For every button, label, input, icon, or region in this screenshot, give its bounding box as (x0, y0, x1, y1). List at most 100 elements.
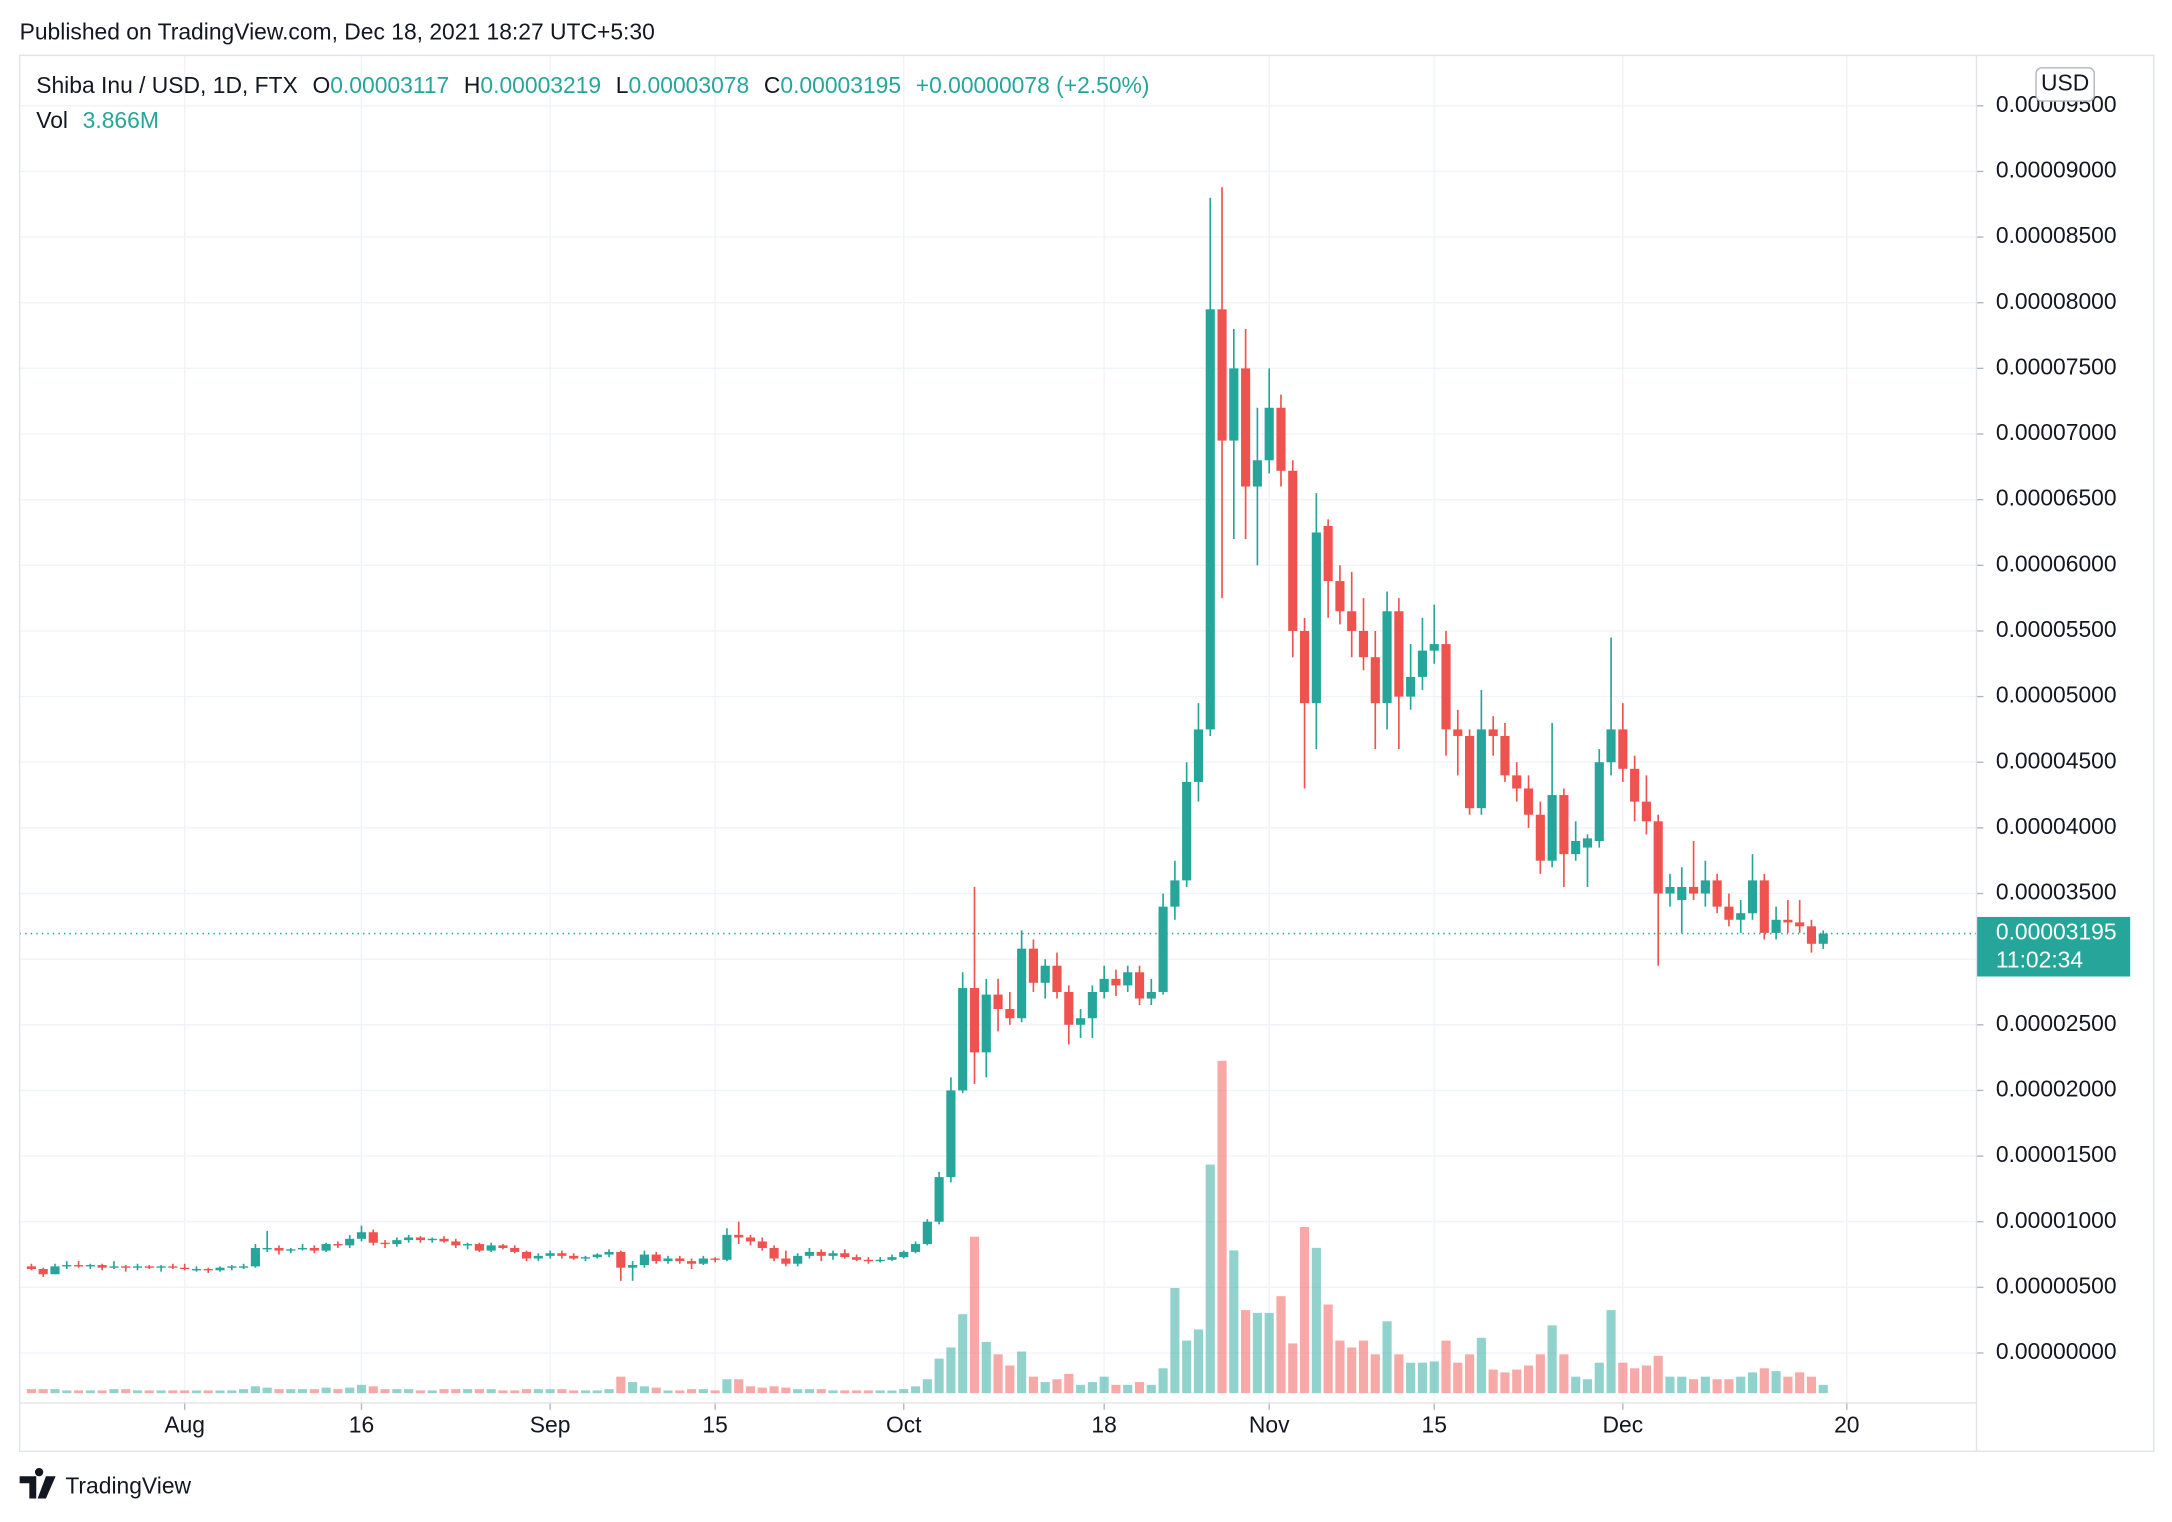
volume-bar (875, 1390, 885, 1394)
volume-bar (1252, 1312, 1262, 1394)
candle-body (863, 1259, 873, 1262)
volume-bar (1170, 1287, 1180, 1394)
volume-bar (1795, 1372, 1805, 1394)
candle-body (239, 1266, 249, 1268)
volume-bar (1641, 1365, 1651, 1394)
candle-body (1276, 407, 1286, 471)
volume-bar (1476, 1337, 1486, 1394)
volume-bar (203, 1390, 213, 1394)
volume-bar (463, 1389, 473, 1394)
volume-bar (1146, 1384, 1156, 1394)
candle-body (1076, 1018, 1086, 1025)
candle-body (1641, 801, 1651, 822)
candle-body (1571, 841, 1581, 855)
candle-body (946, 1090, 956, 1178)
volume-bar (769, 1386, 779, 1394)
x-tick-label: Dec (1603, 1411, 1644, 1437)
candle-body (1299, 630, 1310, 704)
candle-body (592, 1254, 602, 1258)
open-value: 0.00003117 (330, 72, 449, 98)
high-value: 0.00003219 (480, 72, 601, 98)
candle-body (1653, 821, 1663, 894)
y-tick-label: 0.00007500 (1996, 353, 2117, 379)
candle-body (899, 1251, 909, 1258)
candle-body (250, 1247, 260, 1267)
volume-bar (1724, 1379, 1734, 1394)
volume-bar (1134, 1382, 1145, 1394)
volume-bar (1028, 1376, 1038, 1394)
candle-body (875, 1259, 885, 1262)
volume-bar (1700, 1376, 1710, 1394)
symbol: Shiba Inu / USD, 1D, FTX (36, 72, 298, 98)
volume-bar (1818, 1384, 1828, 1394)
candle-body (663, 1258, 673, 1262)
x-tick-label: 18 (1091, 1411, 1116, 1437)
volume-bar (392, 1389, 402, 1394)
candle-body (1335, 581, 1345, 612)
candle-body (1465, 735, 1475, 809)
high-key: H (464, 72, 481, 98)
candle-body (1630, 768, 1640, 802)
candle-body (1099, 978, 1109, 992)
candle-body (474, 1244, 484, 1251)
volume-bar (1370, 1354, 1380, 1394)
volume-bar (1005, 1365, 1015, 1394)
currency-box[interactable] (2035, 67, 2095, 102)
volume-bar (1429, 1361, 1439, 1394)
candle-body (1818, 933, 1828, 944)
candle-body (922, 1221, 932, 1245)
candle-body (1241, 368, 1251, 487)
candle-body (97, 1265, 107, 1268)
volume-bar (404, 1389, 414, 1394)
close-key: C (764, 72, 781, 98)
candle-body (852, 1257, 862, 1260)
candle-body (1252, 460, 1262, 487)
published-line: Published on TradingView.com, Dec 18, 20… (20, 18, 655, 44)
candle-body (1771, 919, 1781, 933)
volume-bar (286, 1389, 296, 1394)
volume-bar (1465, 1354, 1475, 1394)
candle-body (1217, 309, 1227, 441)
volume-bar (639, 1386, 649, 1394)
candle-body (840, 1253, 850, 1258)
volume-bar (262, 1387, 272, 1394)
volume-bar (1406, 1362, 1416, 1394)
volume-bar (757, 1387, 767, 1394)
volume-bar (1394, 1354, 1404, 1394)
candle-body (50, 1266, 60, 1275)
x-tick-label: Oct (886, 1411, 922, 1437)
candle-body (934, 1177, 944, 1222)
volume-bar (1017, 1351, 1027, 1394)
volume-bar (1677, 1376, 1687, 1394)
candle-body (1724, 906, 1734, 920)
candle-body (710, 1258, 720, 1260)
logo-text: TradingView (65, 1472, 191, 1498)
volume-bar (274, 1389, 284, 1394)
volume-bar (804, 1389, 815, 1394)
candle-body (1665, 886, 1675, 894)
volume-bar (1087, 1382, 1097, 1394)
candle-body (1759, 880, 1769, 933)
volume-bar (1076, 1384, 1086, 1394)
volume-bar (1123, 1384, 1133, 1394)
volume-bar (922, 1379, 932, 1394)
volume-bar (1747, 1372, 1758, 1394)
candle-body (345, 1238, 355, 1246)
volume-bar (50, 1389, 60, 1394)
candle-body (1688, 886, 1699, 894)
volume-bar (156, 1390, 166, 1394)
volume-bar (486, 1389, 496, 1394)
volume-bar (1064, 1373, 1074, 1394)
volume-bar (934, 1358, 944, 1394)
candle-body (1535, 814, 1545, 861)
candle-body (722, 1234, 732, 1260)
candle-body (1677, 886, 1687, 901)
candle-body (675, 1258, 685, 1262)
volume-bar (663, 1390, 673, 1394)
currency[interactable]: USD (2041, 70, 2089, 96)
candle-body (1193, 729, 1204, 782)
candle-body (156, 1266, 166, 1268)
y-tick-label: 0.00004000 (1996, 813, 2117, 839)
volume-bar (616, 1376, 626, 1394)
